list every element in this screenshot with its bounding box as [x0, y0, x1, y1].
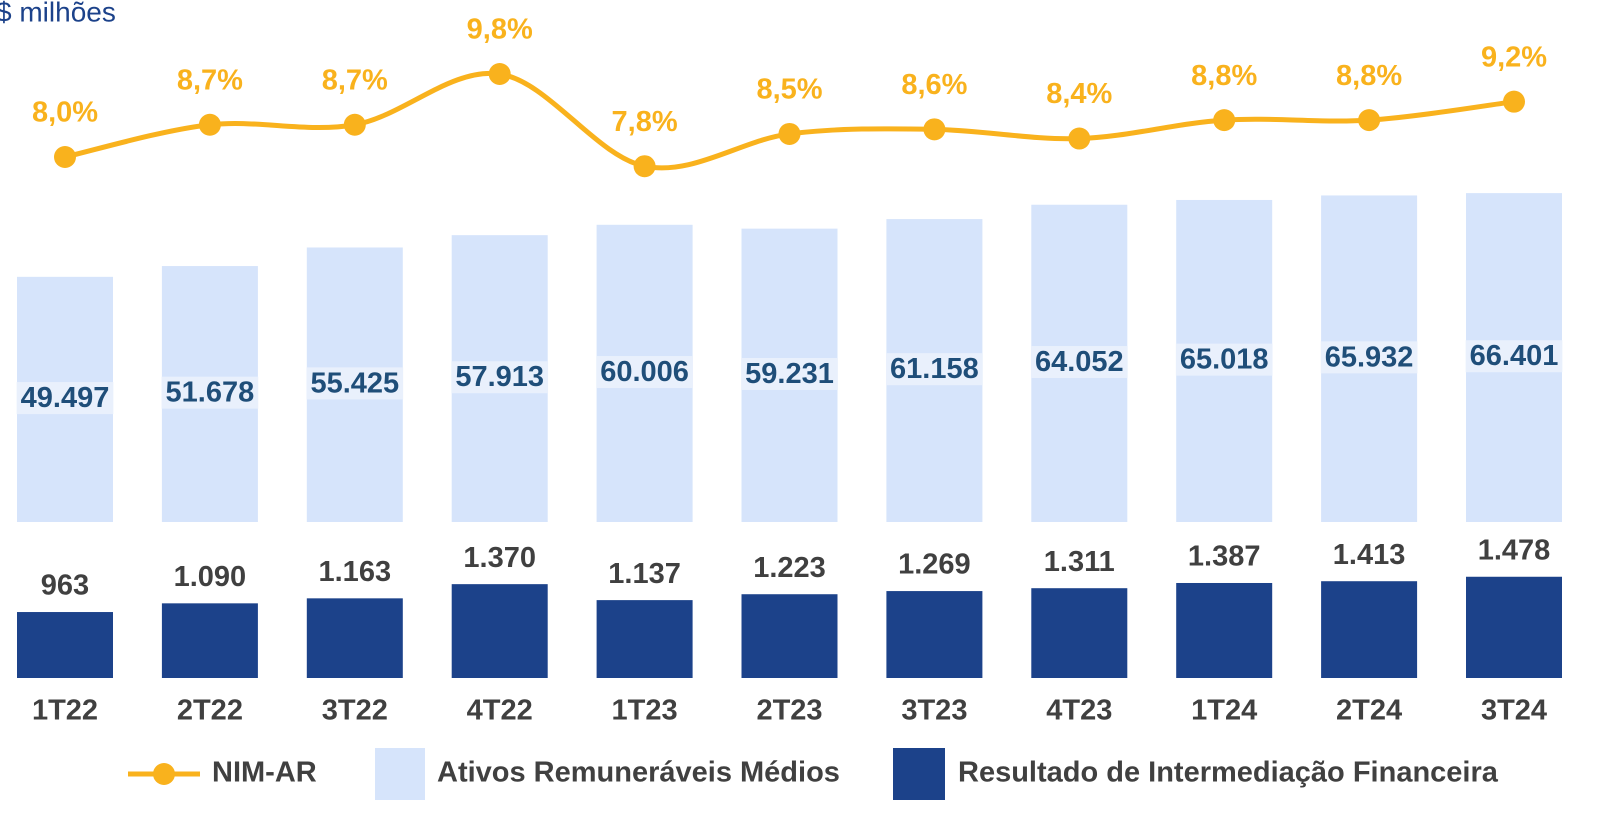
x-tick-label: 4T23	[1046, 695, 1112, 727]
x-tick-label: 2T24	[1336, 695, 1402, 727]
line-point	[633, 155, 656, 178]
value-label: 8,8%	[1191, 60, 1257, 92]
value-label: 1.311	[1044, 546, 1115, 578]
value-label: 1.269	[898, 549, 971, 581]
chart-subtitle: $ milhões	[0, 0, 116, 27]
value-label: 57.913	[455, 361, 544, 393]
legend-swatch	[893, 748, 945, 800]
line-point	[778, 122, 801, 145]
bar	[1176, 582, 1273, 678]
line-point	[343, 113, 366, 136]
legend-swatch	[375, 748, 425, 800]
value-label: 7,8%	[612, 106, 678, 138]
x-tick-label: 1T24	[1191, 695, 1257, 727]
x-tick-label: 3T24	[1481, 695, 1547, 727]
bar	[17, 612, 113, 678]
value-label: 55.425	[310, 367, 399, 399]
value-label-bg	[1320, 341, 1418, 374]
value-label-bg	[451, 361, 549, 394]
legend-label: Ativos Remuneráveis Médios	[437, 757, 840, 789]
x-tick-label: 3T22	[322, 695, 388, 727]
value-label: 8,8%	[1336, 60, 1402, 92]
value-label: 8,7%	[177, 64, 243, 96]
value-label: 49.497	[21, 382, 110, 414]
value-label: 1.478	[1478, 534, 1551, 566]
value-label: 1.163	[319, 556, 392, 588]
value-label: 1.413	[1333, 539, 1406, 571]
value-label: 1.137	[608, 558, 681, 590]
x-tick-label: 2T23	[756, 695, 822, 727]
value-label: 8,0%	[32, 97, 98, 129]
legend-label: Resultado de Intermediação Financeira	[958, 757, 1499, 789]
value-label: 8,7%	[322, 64, 388, 96]
value-label: 8,5%	[756, 74, 822, 106]
value-label: 8,4%	[1046, 78, 1112, 110]
value-label: 59.231	[745, 358, 834, 390]
bar	[306, 598, 403, 678]
value-label: 1.387	[1188, 541, 1261, 573]
line-point	[54, 146, 76, 168]
value-label: 1.090	[174, 561, 247, 593]
bar	[886, 591, 983, 678]
bar	[161, 603, 258, 678]
value-label-bg	[596, 356, 693, 389]
bar	[451, 584, 548, 678]
line-point	[488, 63, 511, 86]
line-point	[1213, 109, 1236, 132]
line-point	[1068, 127, 1091, 150]
value-label-bg	[1175, 343, 1273, 376]
value-label: 1.370	[463, 542, 536, 574]
bar	[1321, 581, 1418, 678]
value-label-bg	[741, 357, 838, 390]
x-tick-label: 1T23	[612, 695, 678, 727]
x-tick-label: 2T22	[177, 695, 243, 727]
line-point	[198, 113, 221, 136]
x-tick-label: 4T22	[467, 695, 533, 727]
value-label-bg	[1030, 346, 1128, 379]
value-label-bg	[886, 353, 983, 386]
value-label: 66.401	[1470, 340, 1559, 372]
bar	[1031, 588, 1128, 678]
value-label: 51.678	[166, 377, 255, 409]
value-label: 9,8%	[467, 14, 533, 46]
line-point	[923, 118, 946, 141]
x-tick-label: 3T23	[901, 695, 967, 727]
legend-marker	[153, 763, 175, 785]
value-label: 65.932	[1325, 341, 1414, 373]
value-label: 60.006	[600, 356, 689, 388]
value-label: 1.223	[753, 552, 826, 584]
value-label: 64.052	[1035, 346, 1124, 378]
value-label: 61.158	[890, 353, 979, 385]
bar	[1466, 576, 1562, 678]
value-label-bg	[16, 382, 114, 415]
bar	[741, 594, 838, 678]
value-label: 65.018	[1180, 344, 1269, 376]
bar	[596, 600, 693, 678]
line-point	[1503, 90, 1525, 113]
value-label-bg	[1465, 340, 1563, 373]
line-point	[1358, 109, 1381, 132]
value-label-bg	[161, 376, 259, 409]
legend-label: NIM-AR	[212, 757, 317, 789]
value-label: 963	[41, 570, 89, 602]
value-label: 9,2%	[1481, 41, 1547, 73]
value-label-bg	[306, 367, 404, 400]
x-tick-label: 1T22	[32, 695, 98, 727]
value-label: 8,6%	[901, 69, 967, 101]
